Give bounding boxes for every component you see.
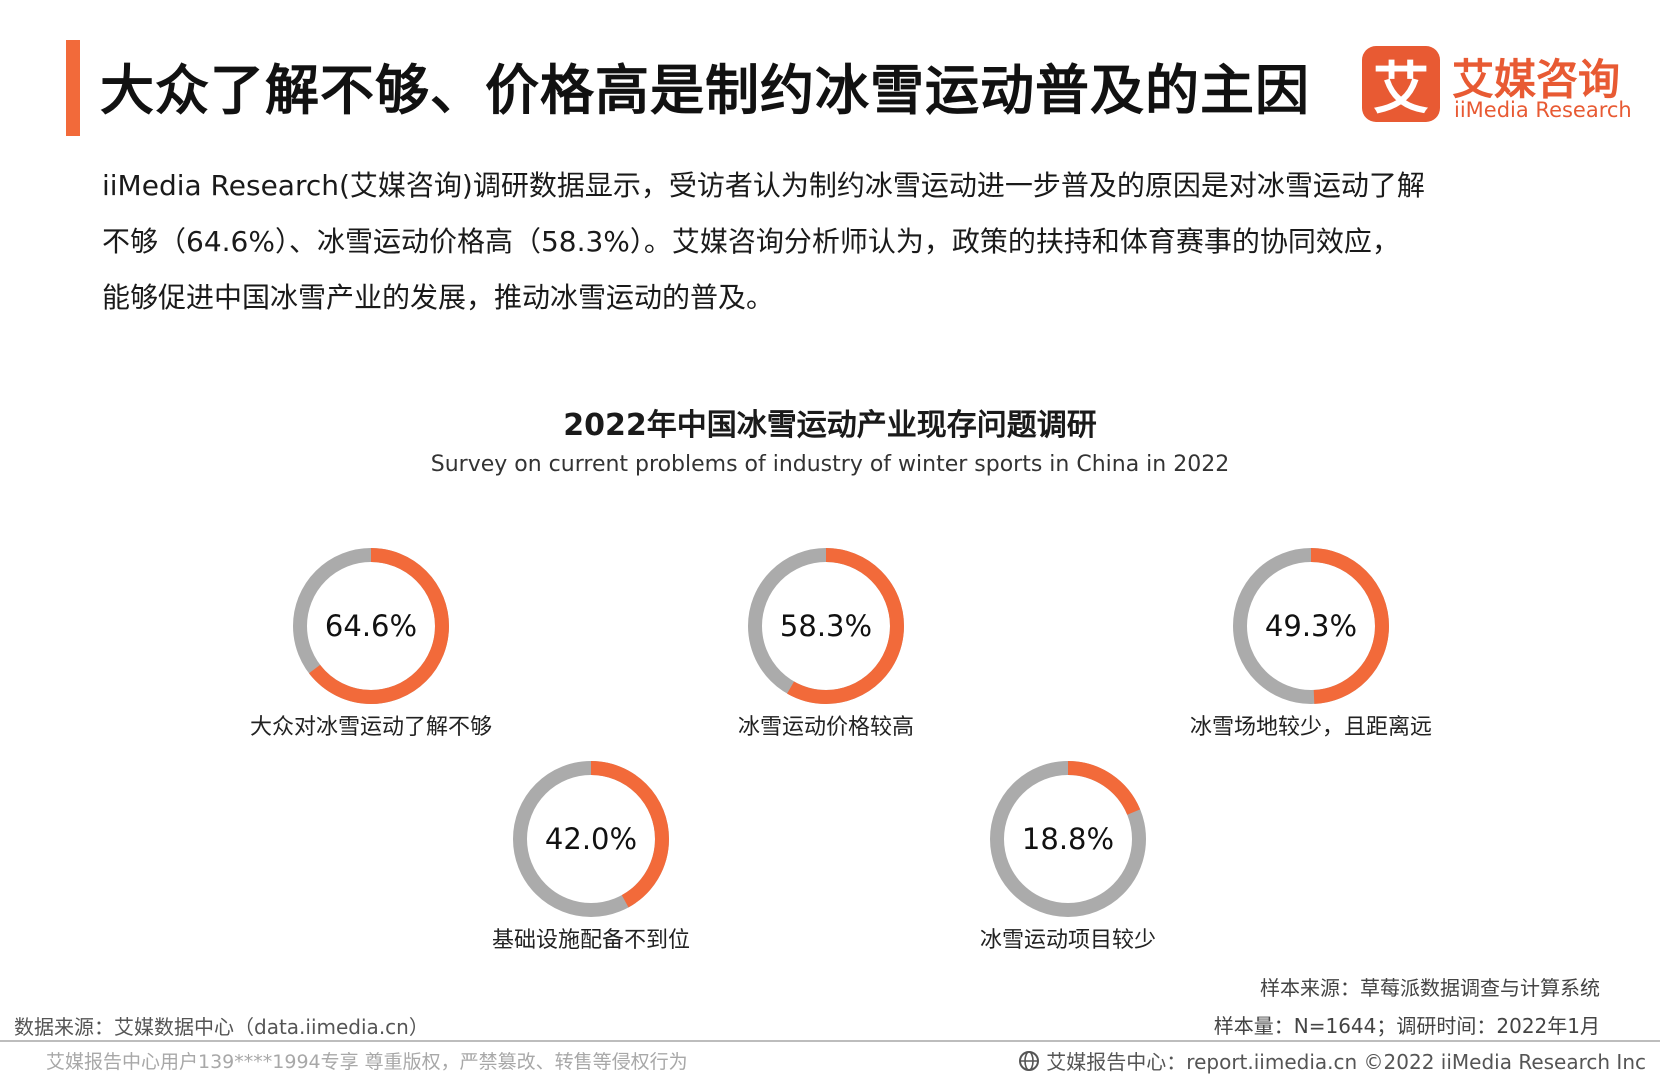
donut-value-arc bbox=[748, 548, 904, 704]
donut-category-label: 冰雪运动项目较少 bbox=[980, 928, 1156, 953]
donut-value-label: 49.3% bbox=[1265, 609, 1357, 643]
donut-5: 18.8% 冰雪运动项目较少 bbox=[980, 761, 1156, 953]
donut-2: 58.3% 冰雪运动价格较高 bbox=[738, 548, 914, 740]
donut-value-arc bbox=[1233, 548, 1389, 704]
donut-value-label: 18.8% bbox=[1022, 822, 1114, 856]
sample-source-note: 样本来源：草莓派数据调查与计算系统 bbox=[1260, 976, 1600, 1000]
chart-title: 2022年中国冰雪运动产业现存问题调研 bbox=[563, 408, 1097, 443]
brand-logo: 艾 艾媒咨询 iiMedia Research bbox=[1362, 46, 1632, 126]
globe-icon bbox=[1019, 1050, 1040, 1071]
summary-line: 能够促进中国冰雪产业的发展，推动冰雪运动的普及。 bbox=[102, 281, 775, 314]
summary-paragraph: iiMedia Research(艾媒咨询)调研数据显示，受访者认为制约冰雪运动… bbox=[102, 158, 1582, 326]
title-accent-bar bbox=[66, 40, 80, 136]
donut-3: 49.3% 冰雪场地较少，且距离远 bbox=[1190, 548, 1432, 740]
donut-value-arc bbox=[990, 761, 1146, 917]
footer-report-center: 艾媒报告中心：report.iimedia.cn ©2022 iiMedia R… bbox=[1018, 1046, 1646, 1075]
donut-value-label: 42.0% bbox=[545, 822, 637, 856]
donut-value-arc bbox=[513, 761, 669, 917]
page-title: 大众了解不够、价格高是制约冰雪运动普及的主因 bbox=[100, 59, 1310, 122]
brand-badge-icon: 艾 bbox=[1362, 46, 1440, 122]
donut-value-label: 64.6% bbox=[325, 609, 417, 643]
brand-name-cn: 艾媒咨询 bbox=[1452, 55, 1621, 104]
sample-size-note: 样本量：N=1644；调研时间：2022年1月 bbox=[1213, 1014, 1600, 1038]
donut-category-label: 基础设施配备不到位 bbox=[492, 928, 690, 953]
donut-value-label: 58.3% bbox=[780, 609, 872, 643]
footer-report-text: 艾媒报告中心：report.iimedia.cn ©2022 iiMedia R… bbox=[1046, 1050, 1646, 1074]
summary-line: 不够（64.6%）、冰雪运动价格高（58.3%）。艾媒咨询分析师认为，政策的扶持… bbox=[102, 225, 1400, 258]
chart-subtitle: Survey on current problems of industry o… bbox=[430, 452, 1230, 477]
data-source-note: 数据来源：艾媒数据中心（data.iimedia.cn） bbox=[14, 1015, 429, 1039]
brand-name-en: iiMedia Research bbox=[1454, 98, 1632, 122]
footer-divider bbox=[0, 1040, 1660, 1042]
summary-line: iiMedia Research(艾媒咨询)调研数据显示，受访者认为制约冰雪运动… bbox=[102, 169, 1425, 202]
footer-watermark: 艾媒报告中心用户139****1994专享 尊重版权，严禁篡改、转售等侵权行为 bbox=[46, 1051, 688, 1073]
donut-category-label: 冰雪运动价格较高 bbox=[738, 715, 914, 740]
donut-1: 64.6% 大众对冰雪运动了解不够 bbox=[250, 548, 492, 740]
donut-4: 42.0% 基础设施配备不到位 bbox=[492, 761, 690, 953]
donut-category-label: 冰雪场地较少，且距离远 bbox=[1190, 715, 1432, 740]
donut-value-arc bbox=[293, 548, 449, 704]
donut-category-label: 大众对冰雪运动了解不够 bbox=[250, 715, 492, 740]
